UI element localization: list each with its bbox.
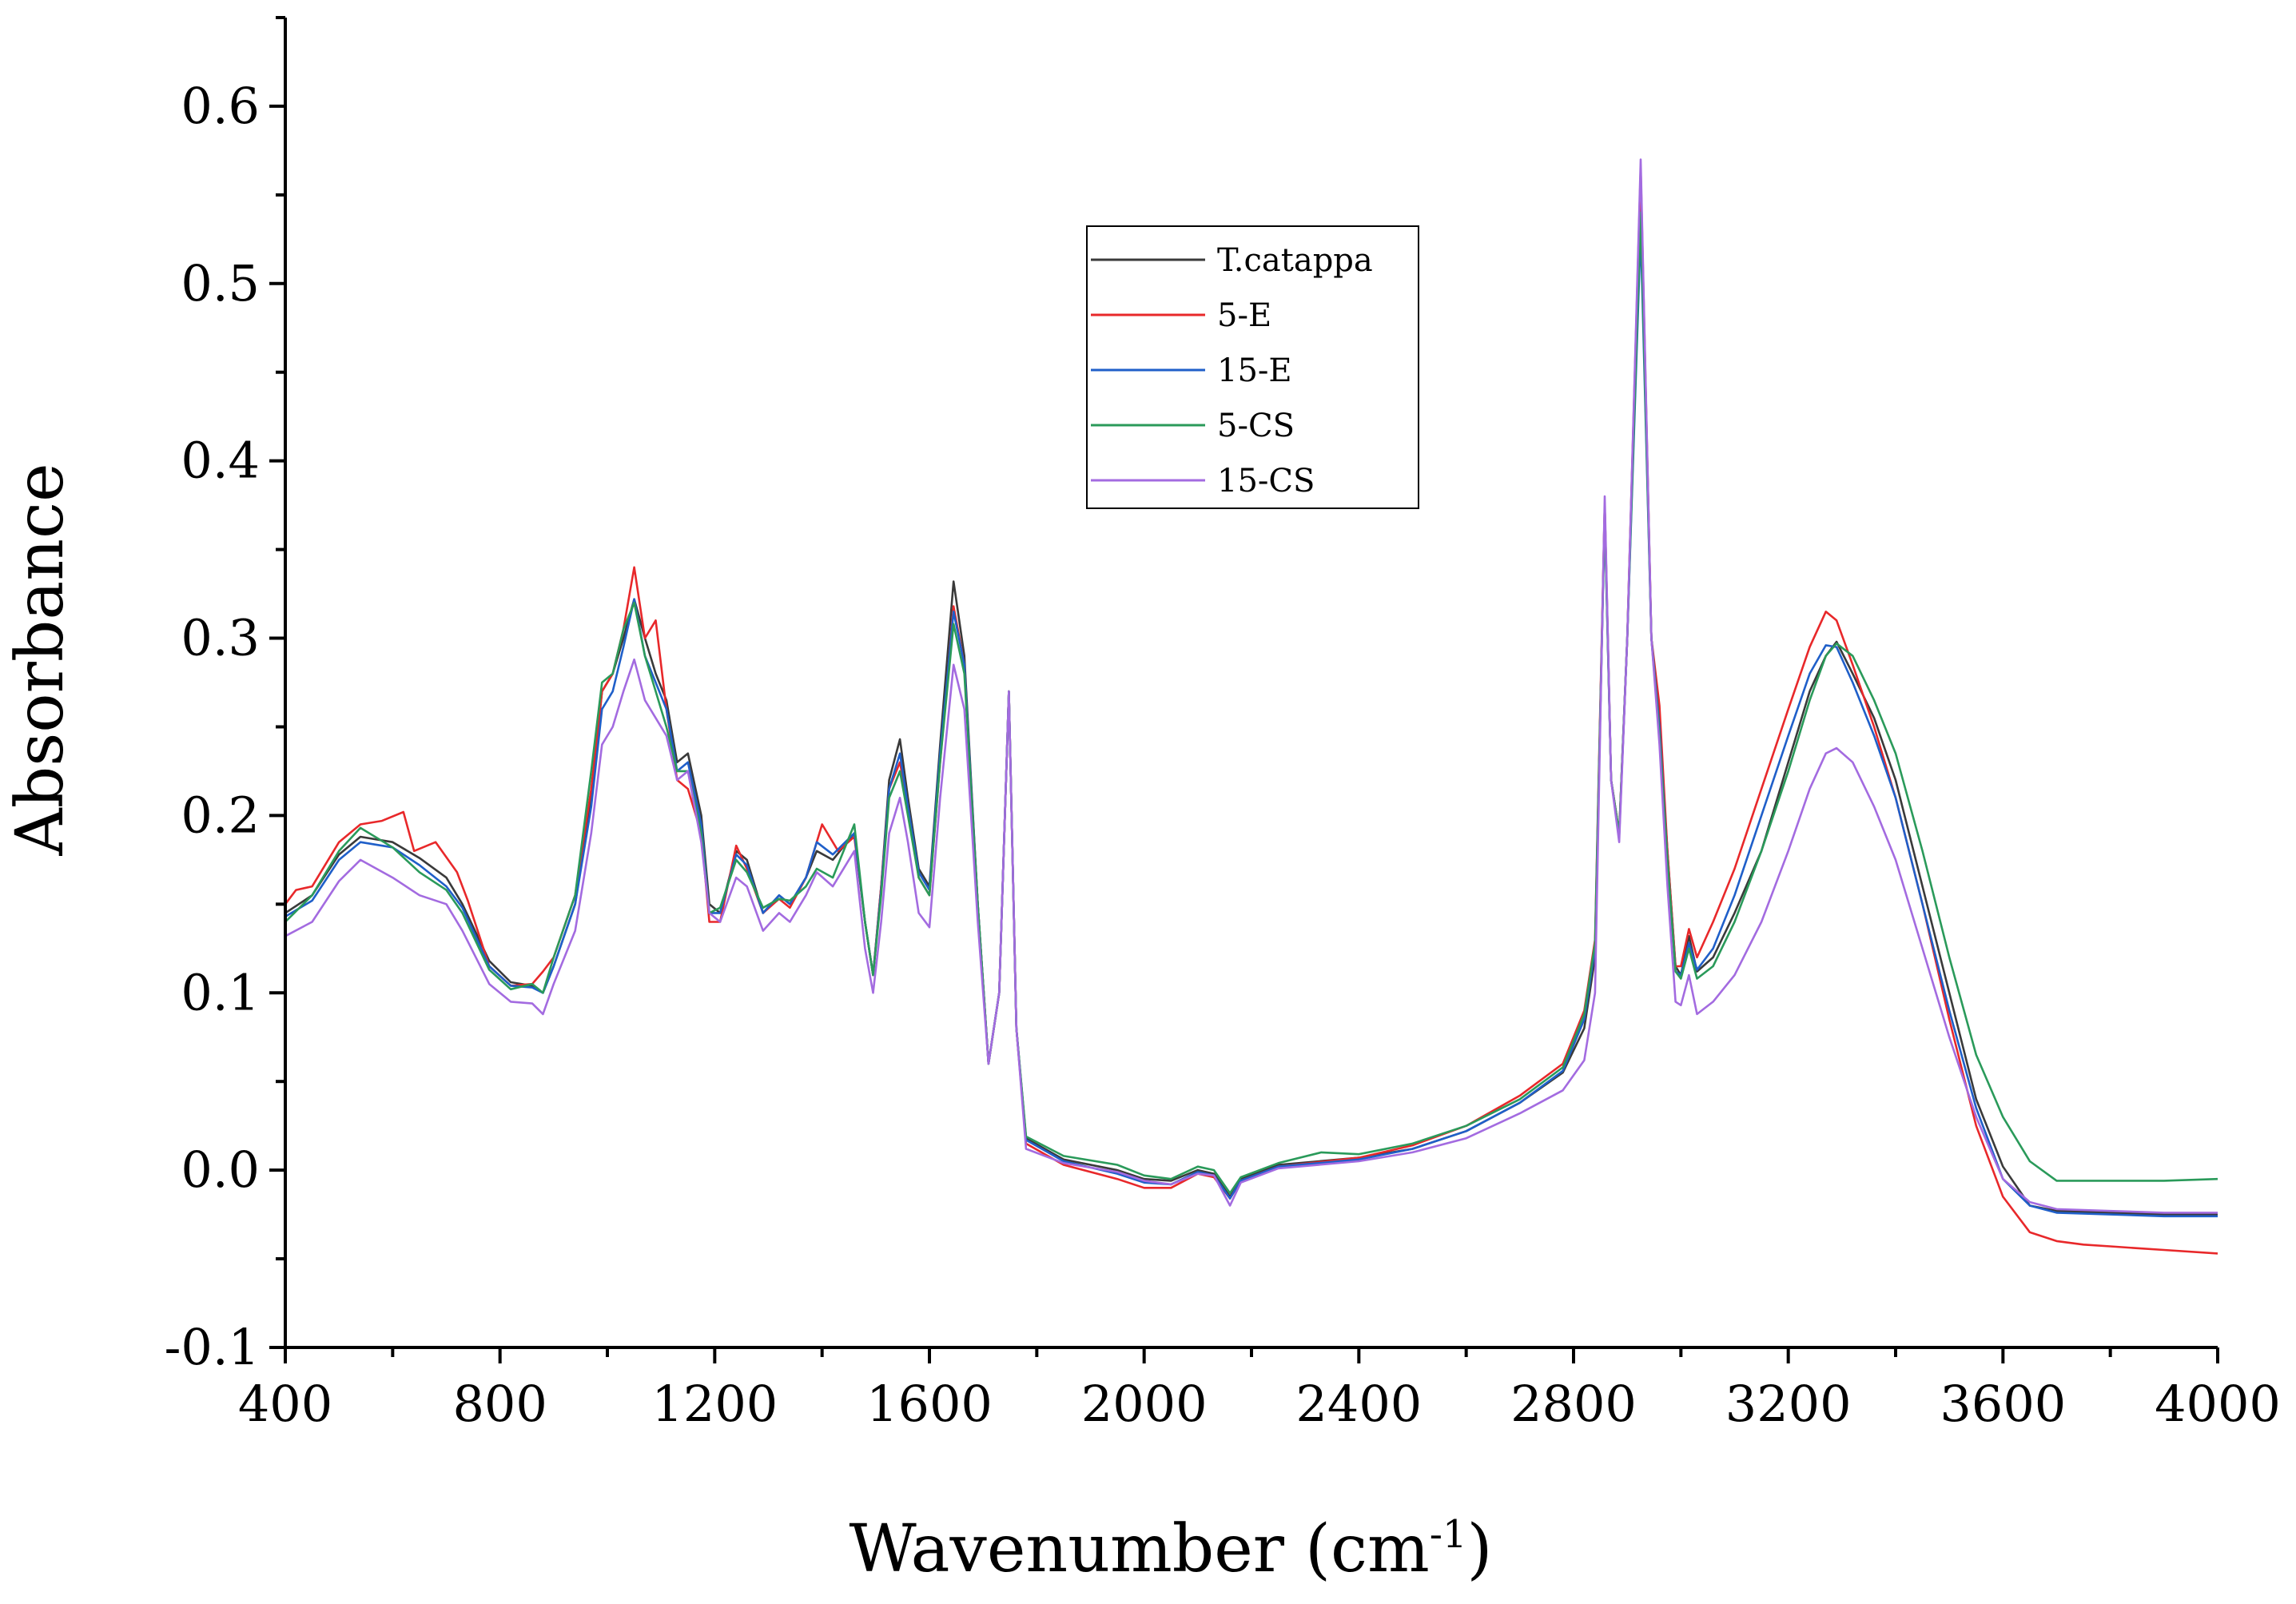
- x-axis-title-main: Wavenumber (cm: [850, 1511, 1430, 1587]
- x-tick-label: 2800: [1510, 1375, 1637, 1433]
- axes-group: [284, 18, 2218, 1349]
- y-tick-label: 0.4: [181, 432, 260, 490]
- x-axis-title-close: ): [1467, 1511, 1493, 1587]
- legend-label: 5-CS: [1217, 408, 1295, 444]
- legend-label: 15-CS: [1217, 463, 1315, 500]
- y-tick-label: 0.2: [181, 786, 260, 844]
- series-line-15-cs: [285, 158, 2218, 1214]
- y-axis-title: Absorbance: [2, 464, 78, 857]
- x-tick-label: 1200: [651, 1375, 778, 1433]
- x-tick-label: 1600: [866, 1375, 993, 1433]
- x-tick-label: 3600: [1940, 1375, 2066, 1433]
- legend-label: T.catappa: [1217, 242, 1373, 279]
- y-tick-label: 0.1: [181, 963, 260, 1021]
- y-tick-label: 0.3: [181, 609, 260, 667]
- ticks-group: 400 800 1200 1600 2000 2400 2800 3200 3600 4000 -0…: [164, 16, 2281, 1433]
- legend-box: [1086, 225, 1419, 509]
- legend-label: 15-E: [1217, 352, 1292, 389]
- legend: T.catappa 5-E 15-E 5-CS 15-CS: [1086, 225, 1419, 509]
- y-tick-label: 0.0: [181, 1140, 260, 1199]
- legend-label: 5-E: [1217, 297, 1271, 334]
- y-tick-label: -0.1: [164, 1318, 260, 1376]
- x-tick-label: 800: [452, 1375, 547, 1433]
- plot-series-group: [284, 158, 2218, 1255]
- x-tick-label: 2000: [1081, 1375, 1208, 1433]
- y-tick-label: 0.6: [181, 77, 260, 135]
- x-tick-label: 400: [238, 1375, 332, 1433]
- x-tick-label: 2400: [1295, 1375, 1422, 1433]
- x-tick-label: 3200: [1725, 1375, 1852, 1433]
- x-tick-label: 4000: [2155, 1375, 2281, 1433]
- y-tick-label: 0.5: [181, 254, 260, 312]
- x-axis-title: Wavenumber (cm-1): [850, 1511, 1493, 1587]
- x-axis-title-superscript: -1: [1430, 1512, 1467, 1557]
